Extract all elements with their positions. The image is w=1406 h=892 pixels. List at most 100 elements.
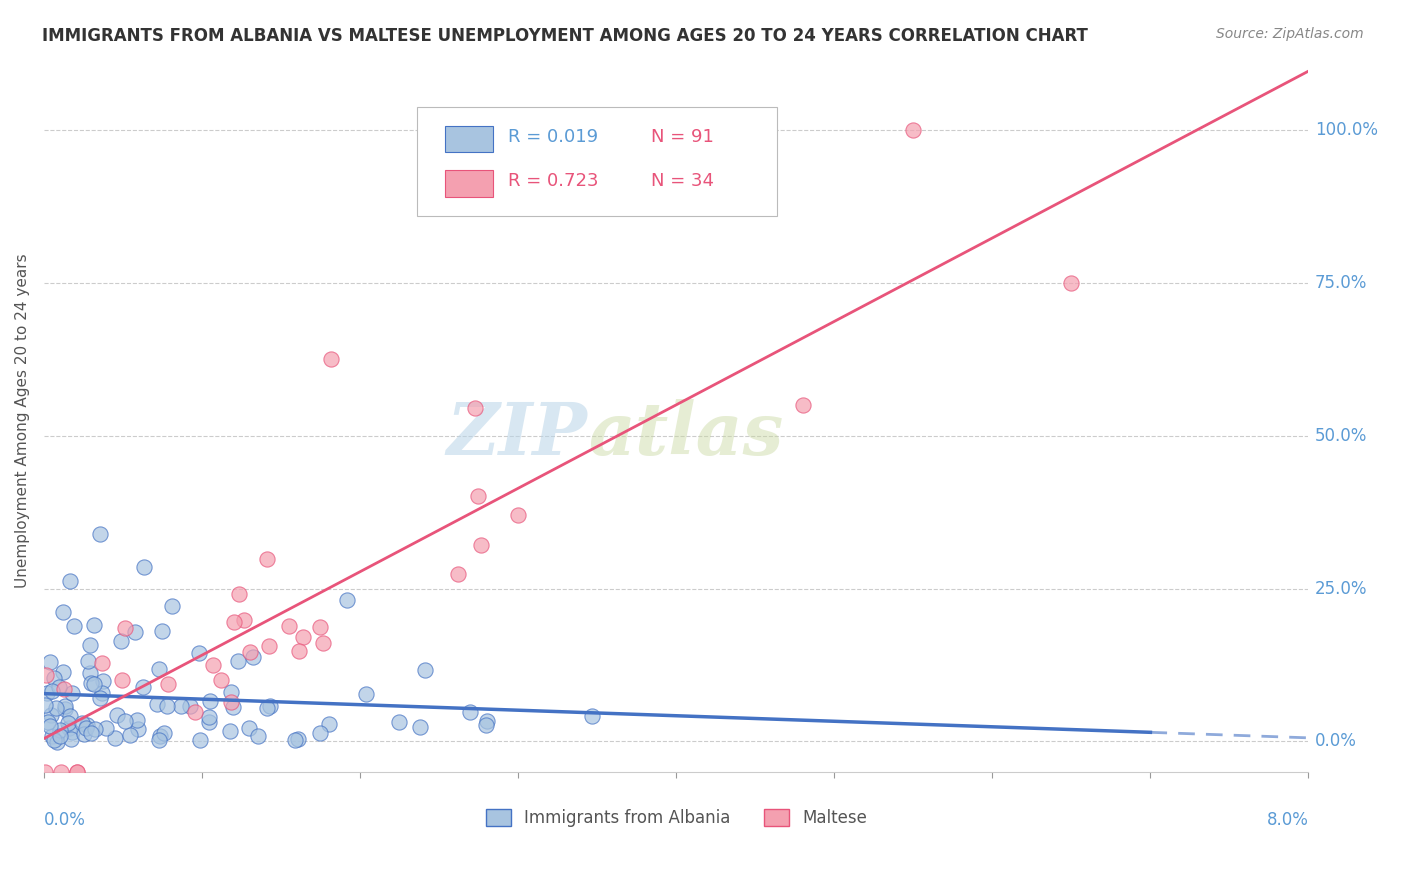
Maltese bbox=[1060, 276, 1083, 290]
Immigrants from Albania bbox=[284, 732, 307, 747]
Immigrants from Albania bbox=[148, 732, 170, 747]
Immigrants from Albania bbox=[148, 662, 170, 676]
Immigrants from Albania bbox=[120, 728, 142, 742]
Immigrants from Albania bbox=[458, 705, 481, 719]
Immigrants from Albania bbox=[48, 680, 70, 694]
Immigrants from Albania bbox=[80, 725, 103, 739]
Immigrants from Albania bbox=[89, 527, 111, 541]
Maltese bbox=[66, 765, 89, 780]
Immigrants from Albania bbox=[228, 654, 250, 668]
Immigrants from Albania bbox=[188, 646, 211, 660]
Immigrants from Albania bbox=[91, 673, 114, 688]
Immigrants from Albania bbox=[388, 715, 411, 730]
Immigrants from Albania bbox=[356, 687, 378, 701]
Immigrants from Albania bbox=[308, 726, 330, 740]
Immigrants from Albania bbox=[41, 730, 63, 744]
Immigrants from Albania bbox=[79, 639, 101, 653]
Immigrants from Albania bbox=[242, 650, 264, 665]
Maltese bbox=[508, 508, 530, 522]
Immigrants from Albania bbox=[127, 722, 149, 736]
Immigrants from Albania bbox=[41, 707, 63, 722]
Legend: Immigrants from Albania, Maltese: Immigrants from Albania, Maltese bbox=[479, 803, 873, 834]
Immigrants from Albania bbox=[58, 709, 80, 723]
Maltese bbox=[114, 621, 136, 635]
Immigrants from Albania bbox=[114, 714, 136, 729]
Maltese bbox=[467, 489, 489, 503]
Immigrants from Albania bbox=[94, 722, 117, 736]
Immigrants from Albania bbox=[53, 702, 76, 716]
Immigrants from Albania bbox=[246, 729, 269, 743]
Immigrants from Albania bbox=[41, 684, 63, 698]
Y-axis label: Unemployment Among Ages 20 to 24 years: Unemployment Among Ages 20 to 24 years bbox=[15, 253, 30, 588]
Immigrants from Albania bbox=[42, 672, 65, 686]
Maltese bbox=[291, 630, 314, 644]
Maltese bbox=[209, 673, 232, 687]
Maltese bbox=[66, 765, 89, 780]
Maltese bbox=[202, 657, 225, 672]
Immigrants from Albania bbox=[79, 665, 101, 680]
Immigrants from Albania bbox=[83, 618, 105, 632]
Immigrants from Albania bbox=[149, 729, 172, 743]
Immigrants from Albania bbox=[179, 699, 201, 714]
Text: N = 91: N = 91 bbox=[651, 128, 714, 145]
Maltese bbox=[312, 636, 335, 650]
Text: 50.0%: 50.0% bbox=[1315, 426, 1367, 444]
Immigrants from Albania bbox=[219, 723, 242, 738]
Immigrants from Albania bbox=[35, 686, 58, 700]
Immigrants from Albania bbox=[259, 698, 281, 713]
Immigrants from Albania bbox=[58, 721, 80, 735]
Immigrants from Albania bbox=[52, 665, 75, 679]
FancyBboxPatch shape bbox=[418, 107, 778, 216]
Immigrants from Albania bbox=[56, 716, 79, 731]
Immigrants from Albania bbox=[581, 709, 603, 723]
Immigrants from Albania bbox=[198, 715, 221, 730]
Immigrants from Albania bbox=[59, 574, 82, 589]
Text: 25.0%: 25.0% bbox=[1315, 580, 1367, 598]
Immigrants from Albania bbox=[38, 719, 60, 733]
Immigrants from Albania bbox=[318, 717, 340, 731]
Text: 8.0%: 8.0% bbox=[1267, 811, 1309, 829]
Immigrants from Albania bbox=[124, 625, 146, 640]
Immigrants from Albania bbox=[188, 732, 211, 747]
Immigrants from Albania bbox=[238, 721, 260, 735]
Immigrants from Albania bbox=[75, 722, 97, 736]
Immigrants from Albania bbox=[76, 718, 98, 732]
Immigrants from Albania bbox=[160, 599, 183, 614]
Immigrants from Albania bbox=[475, 714, 498, 728]
Immigrants from Albania bbox=[156, 699, 179, 714]
Maltese bbox=[184, 706, 207, 720]
Maltese bbox=[256, 552, 278, 566]
Immigrants from Albania bbox=[256, 701, 278, 715]
Text: N = 34: N = 34 bbox=[651, 172, 714, 190]
Immigrants from Albania bbox=[409, 720, 432, 734]
Immigrants from Albania bbox=[73, 727, 96, 741]
Immigrants from Albania bbox=[104, 731, 127, 745]
Maltese bbox=[156, 677, 179, 691]
Immigrants from Albania bbox=[60, 725, 83, 739]
Immigrants from Albania bbox=[80, 675, 103, 690]
Immigrants from Albania bbox=[53, 698, 76, 713]
Text: 100.0%: 100.0% bbox=[1315, 120, 1378, 138]
Maltese bbox=[278, 619, 301, 633]
Immigrants from Albania bbox=[52, 605, 75, 619]
Maltese bbox=[239, 645, 262, 659]
Immigrants from Albania bbox=[37, 714, 59, 729]
Immigrants from Albania bbox=[42, 733, 65, 747]
Maltese bbox=[257, 640, 280, 654]
Maltese bbox=[34, 668, 56, 682]
Maltese bbox=[233, 613, 256, 627]
Immigrants from Albania bbox=[132, 680, 155, 694]
Immigrants from Albania bbox=[45, 701, 67, 715]
Text: Source: ZipAtlas.com: Source: ZipAtlas.com bbox=[1216, 27, 1364, 41]
Immigrants from Albania bbox=[70, 715, 93, 730]
Immigrants from Albania bbox=[83, 677, 105, 691]
Maltese bbox=[222, 615, 245, 629]
Immigrants from Albania bbox=[336, 593, 359, 607]
Text: 0.0%: 0.0% bbox=[44, 811, 86, 829]
Immigrants from Albania bbox=[60, 732, 83, 747]
Maltese bbox=[446, 566, 468, 581]
Immigrants from Albania bbox=[38, 655, 60, 669]
Immigrants from Albania bbox=[132, 560, 155, 574]
Text: ZIP: ZIP bbox=[447, 399, 588, 470]
Maltese bbox=[49, 765, 72, 780]
